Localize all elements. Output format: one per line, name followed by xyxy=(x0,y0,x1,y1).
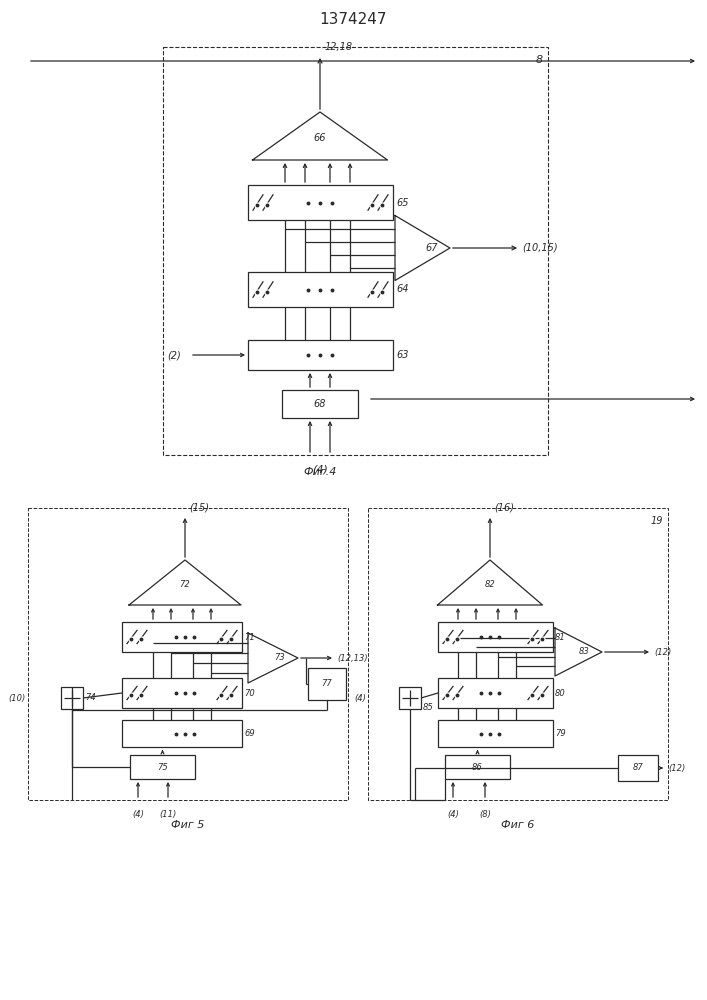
Bar xyxy=(368,508,668,800)
Bar xyxy=(438,720,553,747)
Text: Фиг.4: Фиг.4 xyxy=(303,467,337,477)
Bar xyxy=(308,668,346,700)
Text: 19: 19 xyxy=(650,516,663,526)
Text: 75: 75 xyxy=(157,762,168,772)
Text: 74: 74 xyxy=(85,694,95,702)
Text: 67: 67 xyxy=(426,243,438,253)
Bar xyxy=(61,687,83,709)
Text: 87: 87 xyxy=(633,764,643,772)
Text: 70: 70 xyxy=(244,688,255,698)
Bar xyxy=(122,622,242,652)
Text: (11): (11) xyxy=(159,810,177,820)
Text: 80: 80 xyxy=(555,688,566,698)
Text: (8): (8) xyxy=(479,810,491,820)
Text: 79: 79 xyxy=(555,729,566,738)
Text: (4): (4) xyxy=(354,694,366,702)
Bar xyxy=(282,390,358,418)
Bar xyxy=(163,47,548,455)
Text: 82: 82 xyxy=(484,580,496,589)
Bar xyxy=(130,755,195,779)
Bar xyxy=(248,272,393,307)
Text: (16): (16) xyxy=(494,502,514,512)
Bar xyxy=(438,622,553,652)
Text: 66: 66 xyxy=(314,133,326,143)
Text: 63: 63 xyxy=(396,350,409,360)
Text: (12): (12) xyxy=(668,764,685,772)
Text: 12,18: 12,18 xyxy=(325,42,353,52)
Text: 72: 72 xyxy=(180,580,190,589)
Bar xyxy=(122,678,242,708)
Bar xyxy=(28,508,348,800)
Text: 68: 68 xyxy=(314,399,326,409)
Bar xyxy=(399,687,421,709)
Text: (10): (10) xyxy=(8,694,26,702)
Text: 71: 71 xyxy=(244,633,255,642)
Bar xyxy=(618,755,658,781)
Text: 86: 86 xyxy=(472,762,483,772)
Text: 1374247: 1374247 xyxy=(320,12,387,27)
Text: (12,13): (12,13) xyxy=(337,654,368,662)
Text: (2): (2) xyxy=(167,350,181,360)
Bar xyxy=(248,340,393,370)
Text: Фиг 6: Фиг 6 xyxy=(501,820,534,830)
Text: (4): (4) xyxy=(132,810,144,820)
Text: 65: 65 xyxy=(396,198,409,208)
Text: (12): (12) xyxy=(654,648,671,656)
Text: 69: 69 xyxy=(244,729,255,738)
Text: 64: 64 xyxy=(396,284,409,294)
Text: 85: 85 xyxy=(423,704,434,712)
Text: 77: 77 xyxy=(322,680,332,688)
Text: 81: 81 xyxy=(555,633,566,642)
Bar xyxy=(445,755,510,779)
Bar xyxy=(438,678,553,708)
Bar xyxy=(122,720,242,747)
Text: (10,15): (10,15) xyxy=(522,243,558,253)
Text: 73: 73 xyxy=(274,654,286,662)
Text: (4): (4) xyxy=(447,810,459,820)
Text: 83: 83 xyxy=(578,648,590,656)
Text: Фиг 5: Фиг 5 xyxy=(171,820,205,830)
Bar xyxy=(248,185,393,220)
Text: 8: 8 xyxy=(536,55,543,65)
Text: (4): (4) xyxy=(312,465,328,475)
Text: (15): (15) xyxy=(189,502,209,512)
